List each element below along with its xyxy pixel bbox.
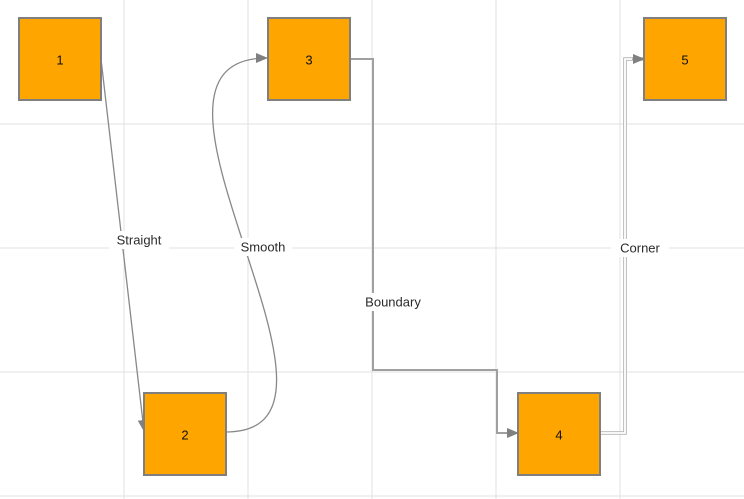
- edge-boundary-label-bg: [359, 293, 427, 311]
- node-1-shape[interactable]: [18, 17, 102, 101]
- edge-smooth-label[interactable]: Smooth: [241, 240, 286, 255]
- node-3-label: 3: [305, 53, 312, 68]
- edge-straight-label-bg: [109, 231, 169, 249]
- node-4-label: 4: [555, 428, 562, 443]
- edge-boundary-line[interactable]: [350, 58, 519, 438]
- node-4[interactable]: 4: [517, 392, 601, 476]
- edge-corner-label[interactable]: Corner: [620, 241, 660, 256]
- nodes: 1 2 3 4 5: [18, 17, 727, 476]
- edge-labels: Straight Smooth Boundary Corner: [109, 231, 669, 311]
- node-5-shape[interactable]: [643, 17, 727, 101]
- node-4-shape[interactable]: [517, 392, 601, 476]
- node-2[interactable]: 2: [143, 392, 227, 476]
- node-5-label: 5: [681, 53, 688, 68]
- node-5[interactable]: 5: [643, 17, 727, 101]
- node-3[interactable]: 3: [267, 17, 351, 101]
- node-2-label: 2: [181, 428, 188, 443]
- edge-smooth-label-bg: [234, 238, 292, 256]
- node-1-label: 1: [56, 53, 63, 68]
- edge-straight-label[interactable]: Straight: [117, 233, 162, 248]
- node-3-shape[interactable]: [267, 17, 351, 101]
- node-2-shape[interactable]: [143, 392, 227, 476]
- node-1[interactable]: 1: [18, 17, 102, 101]
- edge-corner-label-bg: [611, 239, 669, 257]
- edge-boundary-label[interactable]: Boundary: [365, 295, 421, 310]
